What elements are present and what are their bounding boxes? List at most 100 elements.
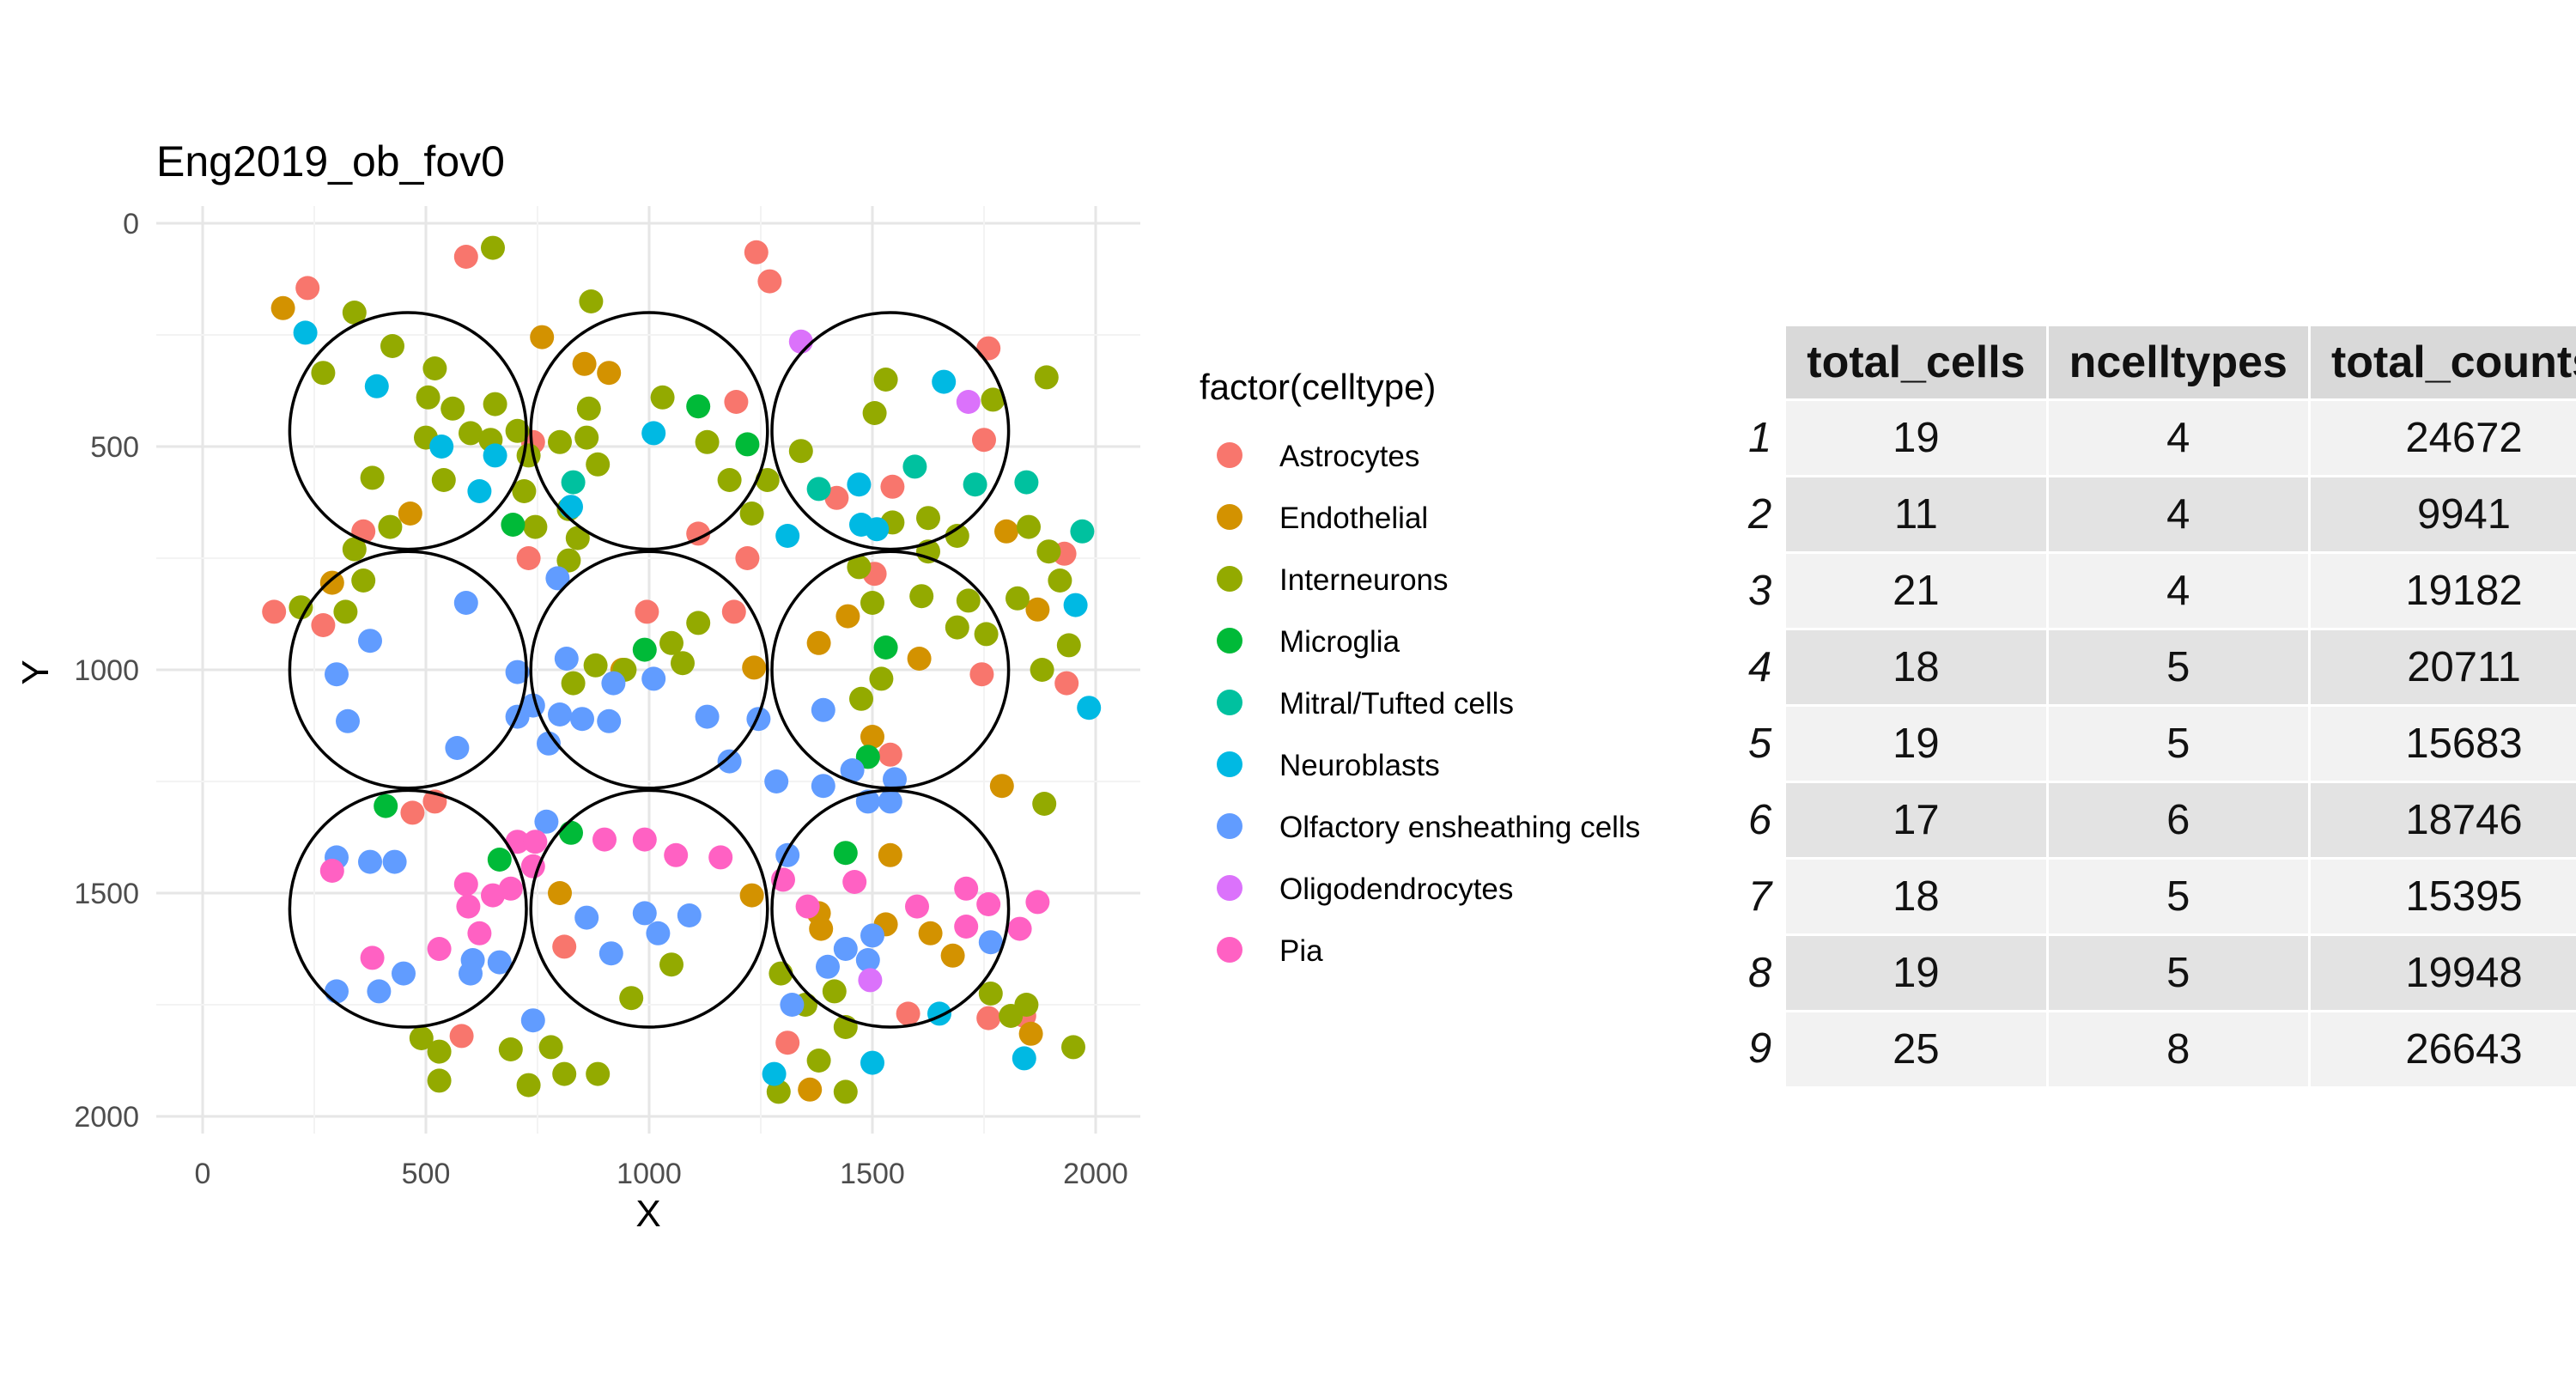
data-point [916, 506, 940, 531]
data-point [822, 979, 847, 1004]
data-point [969, 662, 994, 687]
data-point [561, 470, 586, 495]
x-tick-label: 500 [402, 1158, 451, 1190]
data-point [907, 647, 932, 671]
legend-key-microglia [1217, 628, 1242, 654]
data-point [847, 555, 872, 580]
data-point [873, 368, 898, 392]
data-point [811, 774, 835, 799]
table-row: 1 19 4 24672 [1748, 398, 2576, 477]
data-point [717, 749, 742, 774]
data-point [572, 351, 597, 376]
data-point [516, 1073, 541, 1097]
cell-total-cells: 11 [1784, 475, 2049, 553]
table-row: 3 21 4 19182 [1748, 551, 2576, 629]
data-point [1025, 890, 1050, 915]
row-index: 4 [1748, 629, 1787, 706]
data-point [333, 599, 358, 624]
data-point [878, 842, 902, 867]
cell-total-counts: 19182 [2309, 551, 2576, 629]
data-point [788, 439, 813, 464]
data-point [775, 524, 800, 548]
data-point [453, 245, 478, 269]
x-axis-label: X [635, 1193, 660, 1235]
cell-total-counts: 18746 [2309, 781, 2576, 859]
row-index: 6 [1748, 781, 1787, 859]
data-point [671, 651, 695, 676]
data-point [367, 979, 392, 1004]
data-point [427, 937, 452, 961]
data-point [449, 1024, 474, 1049]
legend-label: Microglia [1279, 625, 1400, 659]
x-tick-label: 1000 [617, 1158, 682, 1190]
data-point [619, 986, 644, 1011]
data-point [632, 827, 657, 852]
data-point [537, 731, 561, 756]
data-point [918, 921, 943, 945]
data-point [795, 894, 820, 919]
data-point [554, 647, 579, 671]
row-index: 2 [1748, 476, 1787, 553]
cell-ncelltypes: 4 [2047, 398, 2311, 477]
data-point [597, 708, 622, 733]
data-point [976, 336, 1001, 361]
data-point [664, 842, 689, 867]
data-point [1034, 365, 1059, 390]
data-point [744, 240, 769, 264]
summary-table: total_cells ncelltypes total_counts 1 19 4… [1748, 326, 2576, 1086]
x-tick-label: 0 [195, 1158, 211, 1190]
data-point [1007, 916, 1032, 941]
data-point [453, 872, 478, 897]
y-tick-label: 1000 [74, 654, 139, 687]
data-point [1025, 597, 1050, 622]
data-point [548, 702, 572, 727]
data-point [932, 369, 957, 394]
table-header-row: total_cells ncelltypes total_counts [1748, 326, 2576, 400]
data-point [556, 548, 581, 573]
data-point [552, 1061, 577, 1086]
legend-key-astrocytes [1217, 442, 1242, 468]
data-point [1036, 539, 1061, 564]
column-header-total-cells: total_cells [1784, 326, 2049, 400]
data-point [1030, 658, 1054, 682]
data-point [559, 820, 583, 845]
row-index-header [1748, 326, 1787, 400]
data-point [422, 356, 447, 380]
legend-key-endothelial [1217, 504, 1242, 530]
data-point [498, 1037, 523, 1061]
data-point [981, 387, 1005, 412]
data-point [358, 629, 382, 654]
data-point [559, 495, 583, 520]
neighborhood-circles [288, 311, 1011, 1029]
data-point [427, 1068, 452, 1093]
data-point [483, 443, 507, 468]
legend-label: Neuroblasts [1279, 749, 1440, 782]
data-point [806, 1049, 831, 1073]
neighborhood-circle [288, 550, 528, 790]
legend-label: Astrocytes [1279, 440, 1419, 473]
data-point [878, 789, 902, 814]
column-header-total-counts: total_counts [2309, 326, 2576, 400]
row-index: 1 [1748, 399, 1787, 477]
legend-label: Oligodendrocytes [1279, 872, 1513, 906]
data-point [1014, 470, 1039, 495]
column-header-ncelltypes: ncelltypes [2047, 326, 2311, 400]
table-row: 2 11 4 9941 [1748, 475, 2576, 553]
legend-label: Endothelial [1279, 502, 1428, 535]
neighborhood-circle [770, 550, 1011, 790]
data-point [325, 662, 349, 687]
data-point [858, 968, 883, 993]
data-point [523, 514, 548, 539]
data-point [764, 769, 789, 793]
data-point [1063, 593, 1088, 617]
data-point [364, 374, 389, 398]
data-point [641, 666, 666, 691]
axis-ticks: 0 500 1000 1500 2000 0 500 1000 1500 2000 [74, 208, 1127, 1190]
neighborhood-circle [288, 788, 528, 1029]
data-point [945, 615, 969, 640]
neighborhood-circle [529, 550, 769, 790]
cell-total-counts: 20711 [2309, 628, 2576, 706]
data-point [855, 745, 880, 769]
row-index: 5 [1748, 705, 1787, 782]
data-point [1077, 696, 1102, 720]
